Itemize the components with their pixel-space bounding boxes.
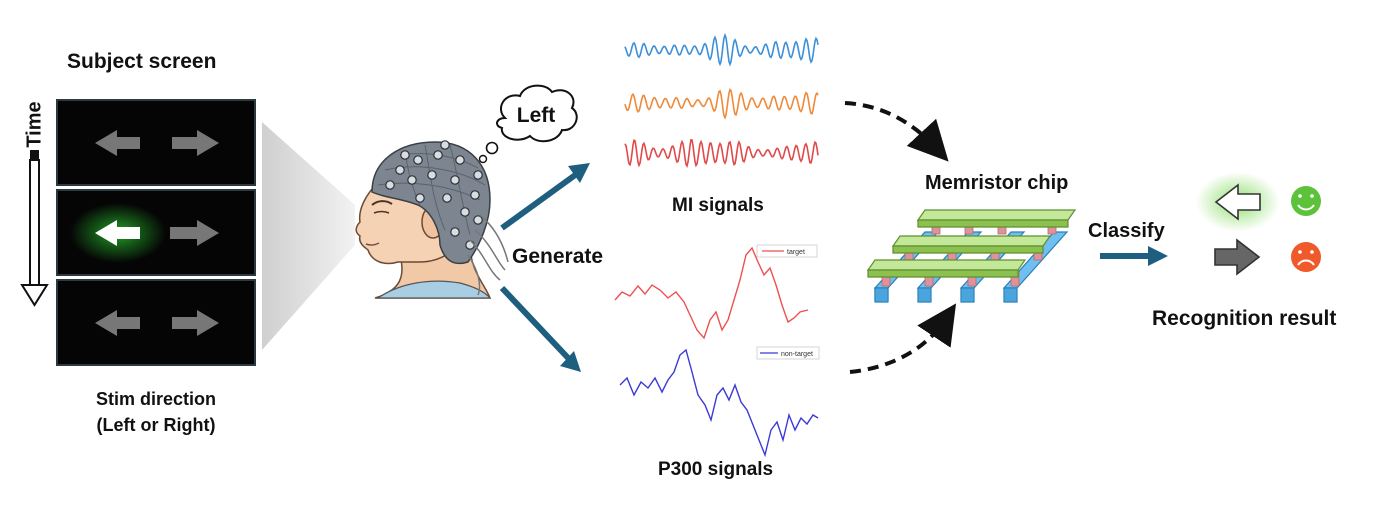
time-label-text: Time: [23, 101, 46, 148]
p300-nontarget-legend-text: non-target: [781, 351, 813, 358]
stim-panel-2: [56, 189, 256, 276]
time-arrow-icon: [20, 150, 49, 307]
dashed-arrow-p300-to-chip: [849, 303, 957, 374]
mi-signal-traces: [624, 32, 819, 168]
dashed-arrow-mi-to-chip: [844, 101, 949, 162]
stim-panel-1: [56, 99, 256, 186]
memristor-chip-icon: [866, 209, 1077, 303]
p300-nontarget-legend: [756, 346, 820, 360]
projection-cone: [262, 122, 355, 350]
p300-nontarget-trace: [619, 348, 819, 458]
stim-direction-caption: Stim direction (Left or Right): [57, 386, 255, 438]
eeg-head-icon: [355, 140, 509, 299]
mi-trace-1: [624, 32, 819, 67]
generate-arrows: [499, 163, 590, 372]
smiley-face-icon: [1291, 186, 1321, 216]
result-left-arrow-icon: [1214, 183, 1261, 221]
right-arrow-icon: [172, 130, 219, 156]
classify-arrow: [1100, 246, 1168, 266]
mi-signals-label: MI signals: [672, 195, 764, 216]
p300-signals-label: P300 signals: [658, 459, 774, 480]
stim-caption-line1: Stim direction: [95, 389, 216, 409]
time-label: Time: [22, 98, 48, 154]
left-arrow-highlighted-icon: [95, 220, 140, 246]
p300-target-legend-text: target: [787, 249, 805, 256]
thought-bubble: [478, 84, 578, 164]
sad-face-icon: [1291, 242, 1321, 272]
mi-trace-3: [624, 139, 819, 168]
subject-screen-title: Subject screen: [67, 50, 217, 73]
stim-caption-line2: (Left or Right): [96, 415, 216, 435]
right-arrow-icon: [170, 220, 219, 246]
thought-bubble-text: Left: [516, 104, 556, 127]
generate-label: Generate: [512, 245, 604, 268]
left-arrow-icon: [95, 310, 140, 336]
mi-trace-2: [624, 88, 819, 120]
left-arrow-icon: [95, 130, 140, 156]
classify-label: Classify: [1088, 220, 1165, 242]
memristor-chip-label: Memristor chip: [925, 172, 1069, 194]
result-right-arrow-icon: [1214, 238, 1261, 276]
recognition-result-label: Recognition result: [1152, 307, 1337, 330]
stim-panel-3: [56, 279, 256, 366]
p300-target-trace: [614, 246, 809, 340]
p300-target-legend: [756, 244, 818, 258]
right-arrow-icon: [172, 310, 219, 336]
